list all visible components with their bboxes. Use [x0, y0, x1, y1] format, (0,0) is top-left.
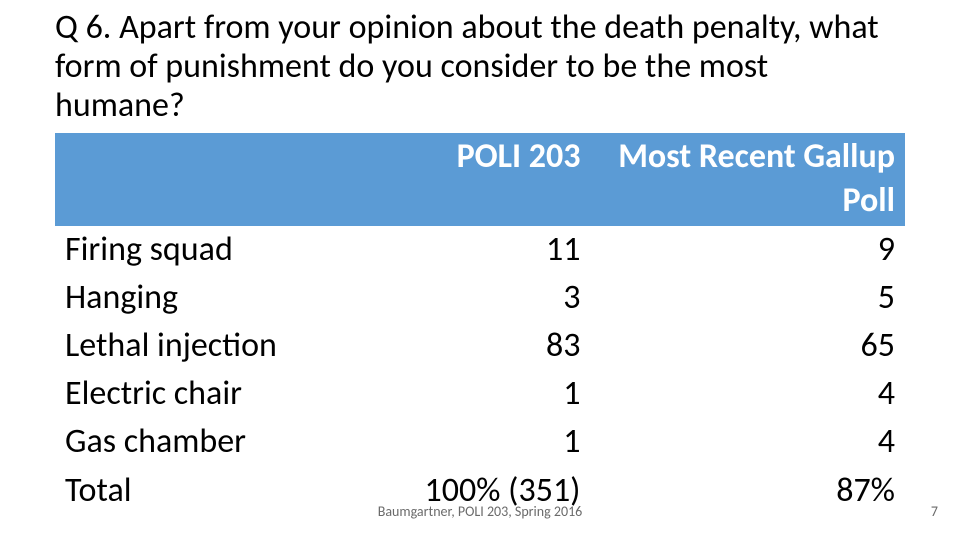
row-poli: 100% (351): [327, 467, 591, 515]
row-gallup: 87%: [591, 467, 906, 515]
row-poli: 1: [327, 370, 591, 418]
table-row: Hanging 3 5: [55, 274, 905, 322]
table-row: Firing squad 11 9: [55, 226, 905, 274]
table-row: Lethal injection 83 65: [55, 322, 905, 370]
table-header-row: POLI 203 Most Recent Gallup Poll: [55, 133, 905, 225]
results-table: POLI 203 Most Recent Gallup Poll Firing …: [55, 133, 905, 515]
row-gallup: 5: [591, 274, 906, 322]
header-poli203: POLI 203: [327, 133, 591, 225]
row-poli: 1: [327, 418, 591, 466]
row-label: Total: [55, 467, 327, 515]
header-gallup: Most Recent Gallup Poll: [591, 133, 906, 225]
row-gallup: 4: [591, 418, 906, 466]
row-label: Lethal injection: [55, 322, 327, 370]
row-gallup: 9: [591, 226, 906, 274]
row-poli: 3: [327, 274, 591, 322]
row-label: Firing squad: [55, 226, 327, 274]
slide: Q 6. Apart from your opinion about the d…: [0, 0, 960, 540]
row-label: Gas chamber: [55, 418, 327, 466]
row-label: Electric chair: [55, 370, 327, 418]
header-blank: [55, 133, 327, 225]
question-title: Q 6. Apart from your opinion about the d…: [55, 8, 905, 125]
row-poli: 11: [327, 226, 591, 274]
table-row: Total 100% (351) 87%: [55, 467, 905, 515]
page-number: 7: [931, 503, 938, 520]
row-gallup: 4: [591, 370, 906, 418]
table-row: Electric chair 1 4: [55, 370, 905, 418]
row-poli: 83: [327, 322, 591, 370]
row-gallup: 65: [591, 322, 906, 370]
table-row: Gas chamber 1 4: [55, 418, 905, 466]
row-label: Hanging: [55, 274, 327, 322]
